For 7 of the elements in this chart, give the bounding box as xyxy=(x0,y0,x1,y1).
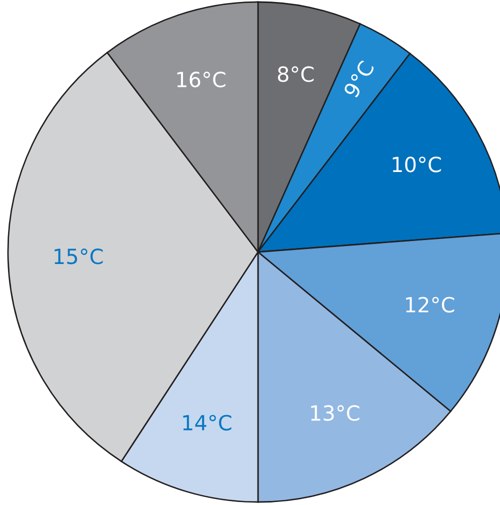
slice-label: 16°C xyxy=(177,72,226,88)
slice-label: 10°C xyxy=(392,156,441,172)
slice-label: 15°C xyxy=(54,248,103,264)
slice-label: 12°C xyxy=(406,296,454,313)
slice-label: 14°C xyxy=(183,414,232,431)
slice-label: 13°C xyxy=(311,405,360,421)
slice-label: 8°C xyxy=(278,66,314,82)
